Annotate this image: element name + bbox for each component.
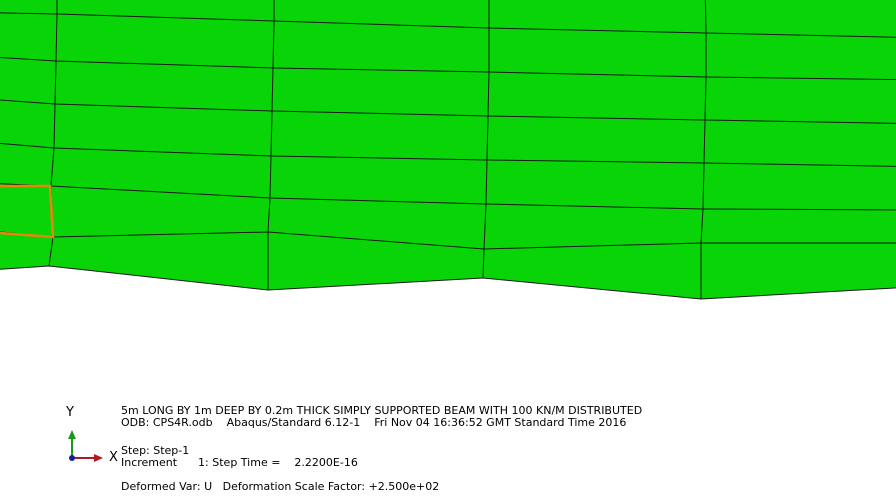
deformation-label: Deformed Var: U Deformation Scale Factor… [121, 480, 440, 493]
x-axis-arrowhead-icon [94, 454, 103, 462]
increment-label: Increment 1: Step Time = 2.2200E-16 [121, 456, 358, 469]
mesh-row-edge [0, 142, 896, 167]
mesh-row-edge [0, 12, 896, 38]
y-axis-arrowhead-icon [68, 430, 76, 439]
mesh-row-edge [0, 99, 896, 124]
title-line-2: ODB: CPS4R.odb Abaqus/Standard 6.12-1 Fr… [121, 416, 627, 429]
axis-triad [68, 430, 103, 462]
beam-mesh[interactable] [0, 0, 896, 300]
selected-element-outline [0, 184, 55, 239]
triad-y-label: Y [66, 405, 74, 420]
origin-icon [69, 455, 75, 461]
mesh-row-edge [0, 56, 896, 81]
mesh-column-edge [700, 0, 707, 299]
mesh-fill [0, 0, 896, 299]
mesh-column-edge [267, 0, 275, 290]
step-label: Step: Step-1 [121, 444, 190, 457]
triad-x-label: X [109, 450, 118, 465]
title-line-1: 5m LONG BY 1m DEEP BY 0.2m THICK SIMPLY … [121, 404, 643, 417]
mesh-column-edge [482, 0, 490, 279]
mesh-row-edge [0, 265, 896, 300]
